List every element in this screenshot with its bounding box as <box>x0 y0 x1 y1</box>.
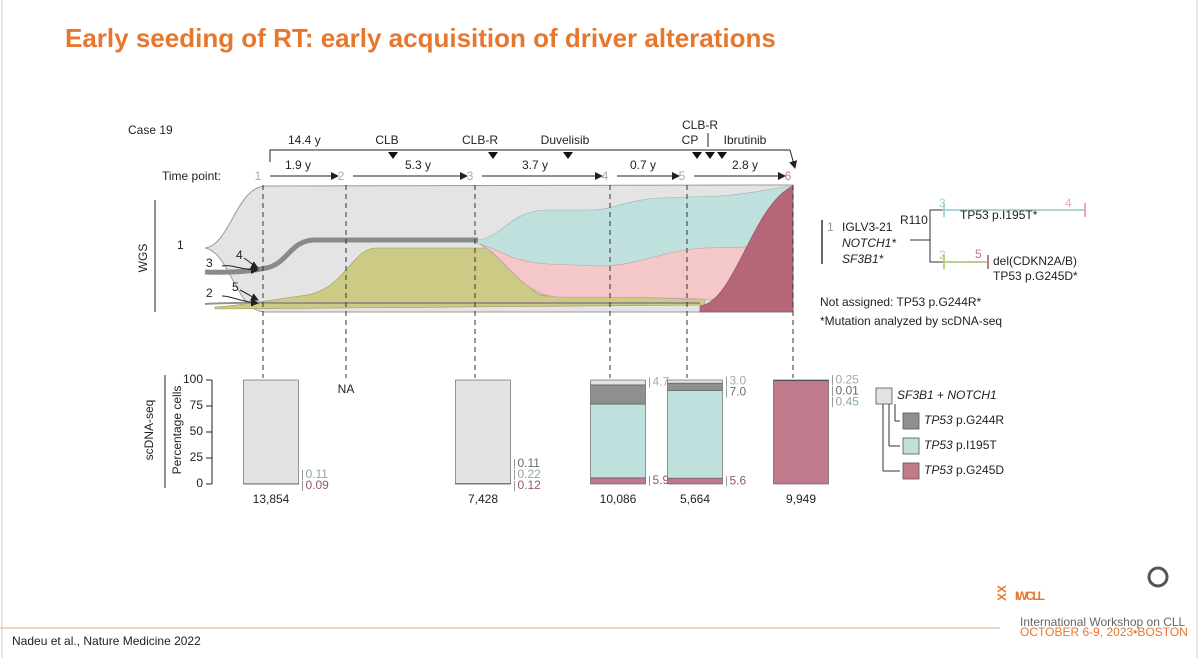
y-tick-label: 50 <box>190 424 204 438</box>
mutation: IGLV3-21 <box>842 220 893 234</box>
mutation: TP53 p.G245D* <box>993 269 1078 283</box>
cell-count: 9,949 <box>786 492 816 506</box>
value-label: 0.25 <box>836 372 860 386</box>
treatment: CLB-R <box>462 133 498 147</box>
time-point: 2 <box>338 169 345 183</box>
logo: XX IWCLL International Workshop on CLL O… <box>995 566 1188 639</box>
bar-segment <box>455 379 511 484</box>
treatment: CP <box>682 133 699 147</box>
cell-count: 13,854 <box>253 492 290 506</box>
logo-date: OCTOBER 6-9, 2023•BOSTON <box>1020 625 1188 639</box>
bar-segment <box>773 380 829 485</box>
legend-swatch <box>902 437 920 455</box>
value-label: 0.22 <box>518 467 542 481</box>
legend-label: TP53 p.G244R <box>924 413 1004 427</box>
y-axis-label: Percentage cells <box>170 386 184 475</box>
time-point: 5 <box>679 169 686 183</box>
value-label: 0.11 <box>306 467 329 481</box>
tree-node: 5 <box>975 247 982 261</box>
mutation: SF3B1* <box>842 252 884 266</box>
legend-swatch <box>902 412 920 430</box>
value-label: 0.12 <box>518 478 542 492</box>
clone-label: 1 <box>177 238 184 252</box>
mutation: TP53 p.I195T* <box>960 208 1038 222</box>
y-tick-label: 75 <box>190 398 204 412</box>
clone-label: 3 <box>206 256 213 270</box>
interval: 5.3 y <box>405 158 431 172</box>
legend-label: TP53 p.G245D <box>924 463 1004 477</box>
clone-label: 4 <box>236 248 243 262</box>
fish-plot <box>204 184 794 313</box>
legend-label: TP53 p.I195T <box>924 438 997 452</box>
bar-segment <box>667 379 723 384</box>
tree-node: 1 <box>827 220 834 234</box>
y-tick-label: 25 <box>190 450 204 464</box>
cell-count: 7,428 <box>468 492 498 506</box>
case-label: Case 19 <box>128 123 173 137</box>
mutation: NOTCH1* <box>842 236 896 250</box>
time-point-label: Time point: <box>162 169 221 183</box>
missing-label: NA <box>338 382 355 396</box>
interval: 0.7 y <box>630 158 656 172</box>
interval: 2.8 y <box>732 158 758 172</box>
value-label: 4.7 <box>653 375 670 389</box>
treatment: CLB-R <box>682 118 718 132</box>
tree-node: 3 <box>939 196 946 210</box>
value-label: 3.0 <box>730 374 747 388</box>
treatment: CLB <box>375 133 398 147</box>
logo-roman: XX <box>995 585 1009 601</box>
bar-segment <box>590 384 646 405</box>
footnote: *Mutation analyzed by scDNA-seq <box>820 314 1002 328</box>
clone-label: 5 <box>232 280 239 294</box>
legend-swatch <box>902 462 920 480</box>
total-duration: 14.4 y <box>288 133 321 147</box>
interval: 3.7 y <box>522 158 548 172</box>
value-label: 7.0 <box>730 385 747 399</box>
logo-name: IWCLL <box>1015 589 1045 603</box>
timeline <box>269 133 797 180</box>
legend-connector <box>882 404 900 472</box>
mutation: del(CDKN2A/B) <box>993 254 1077 268</box>
value-label: 0.11 <box>518 456 541 470</box>
time-point: 1 <box>255 169 262 183</box>
value-label: 5.9 <box>653 473 670 487</box>
value-label: 0.45 <box>836 394 860 408</box>
treatment: Duvelisib <box>541 133 590 147</box>
tree <box>821 203 1086 269</box>
bar-segment <box>667 390 723 479</box>
value-label: 0.01 <box>836 383 860 397</box>
cell-count: 10,086 <box>600 492 637 506</box>
cell-count: 5,664 <box>680 492 710 506</box>
mutation-sup: R110 <box>900 213 928 227</box>
bar-segment <box>243 379 299 485</box>
title: Early seeding of RT: early acquisition o… <box>65 23 776 53</box>
wgs-label: WGS <box>136 244 150 273</box>
legend-label: SF3B1 + NOTCH1 <box>897 388 997 402</box>
treatment: Ibrutinib <box>724 133 767 147</box>
bar-segment <box>667 382 723 391</box>
legend-swatch <box>875 387 893 405</box>
tree-node: 4 <box>1065 196 1072 210</box>
bar-segment <box>590 379 646 386</box>
scdna-label: scDNA-seq <box>142 400 156 461</box>
bar-segment <box>590 477 646 485</box>
not-assigned: Not assigned: TP53 p.G244R* <box>820 295 982 309</box>
citation: Nadeu et al., Nature Medicine 2022 <box>12 634 201 648</box>
time-point: 6 <box>785 169 792 183</box>
clone-label: 2 <box>206 286 213 300</box>
y-tick-label: 0 <box>196 476 203 490</box>
time-point: 3 <box>467 169 474 183</box>
y-tick-label: 100 <box>183 372 203 386</box>
bar-segment <box>590 403 646 479</box>
tree-node: 2 <box>939 248 946 262</box>
time-point: 4 <box>602 169 609 183</box>
bar-segment <box>667 477 723 485</box>
logo-tagline: International Workshop on CLL <box>1020 615 1186 629</box>
value-label: 5.6 <box>730 473 747 487</box>
interval: 1.9 y <box>285 158 311 172</box>
clone-arrows <box>154 200 259 312</box>
value-label: 0.09 <box>306 478 330 492</box>
